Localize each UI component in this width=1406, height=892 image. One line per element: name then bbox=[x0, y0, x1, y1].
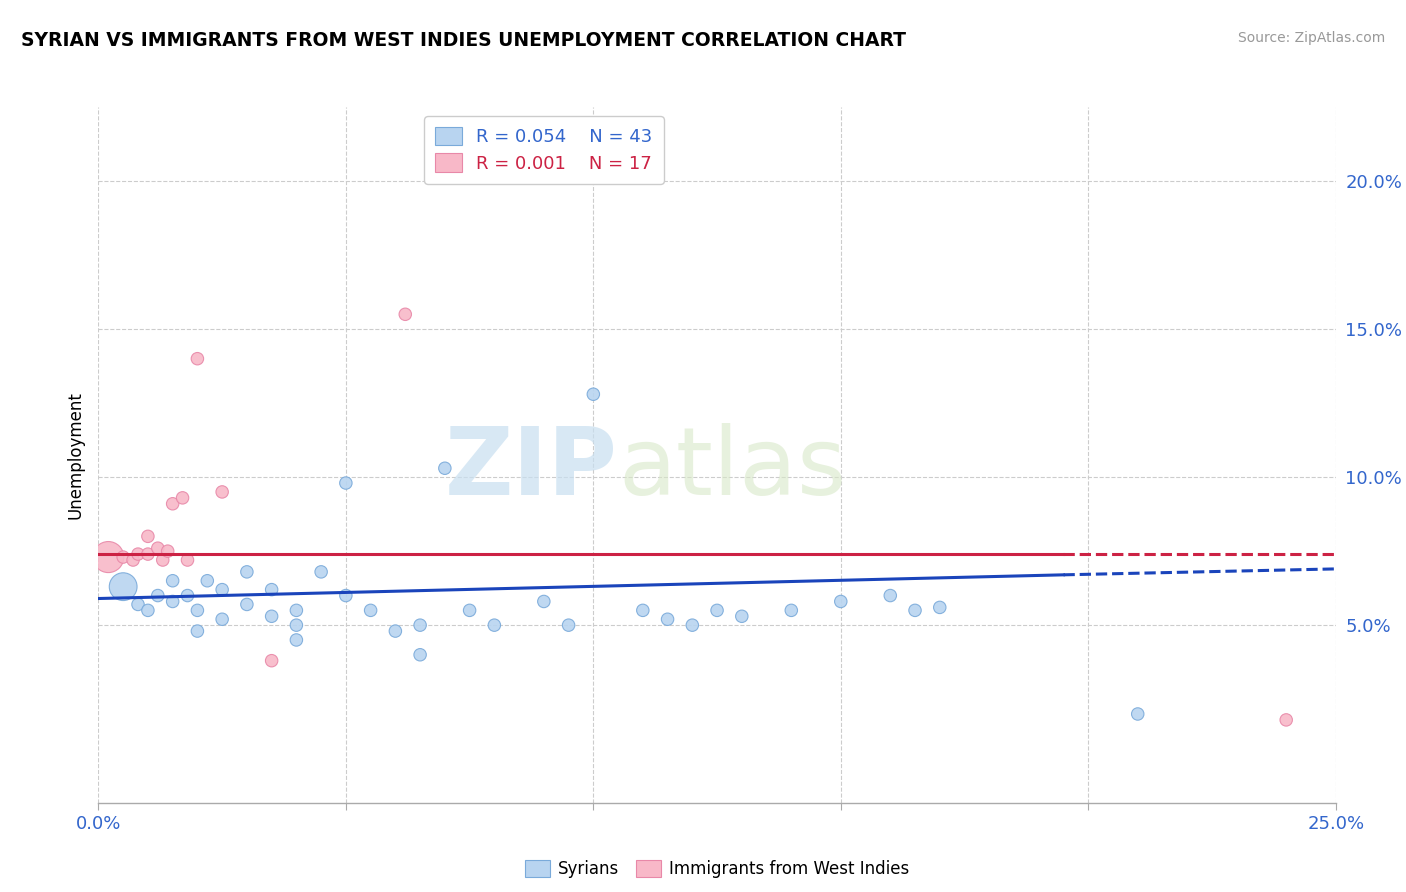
Legend: Syrians, Immigrants from West Indies: Syrians, Immigrants from West Indies bbox=[517, 854, 917, 885]
Point bbox=[211, 612, 233, 626]
Point bbox=[236, 565, 259, 579]
Point bbox=[172, 491, 194, 505]
Point bbox=[433, 461, 456, 475]
Text: SYRIAN VS IMMIGRANTS FROM WEST INDIES UNEMPLOYMENT CORRELATION CHART: SYRIAN VS IMMIGRANTS FROM WEST INDIES UN… bbox=[21, 31, 905, 50]
Point bbox=[780, 603, 803, 617]
Point bbox=[152, 553, 174, 567]
Point bbox=[409, 648, 432, 662]
Text: atlas: atlas bbox=[619, 423, 846, 515]
Point bbox=[112, 580, 135, 594]
Point bbox=[335, 589, 357, 603]
Point bbox=[1275, 713, 1298, 727]
Point bbox=[146, 541, 169, 556]
Point bbox=[360, 603, 382, 617]
Point bbox=[211, 582, 233, 597]
Point bbox=[112, 550, 135, 565]
Point bbox=[458, 603, 481, 617]
Point bbox=[731, 609, 754, 624]
Point bbox=[127, 547, 149, 561]
Point bbox=[162, 497, 184, 511]
Point bbox=[136, 529, 159, 543]
Point bbox=[186, 603, 208, 617]
Point bbox=[127, 598, 149, 612]
Point bbox=[394, 307, 416, 321]
Point bbox=[657, 612, 679, 626]
Point bbox=[146, 589, 169, 603]
Point bbox=[533, 594, 555, 608]
Point bbox=[186, 351, 208, 366]
Point bbox=[260, 609, 283, 624]
Point bbox=[211, 484, 233, 499]
Point bbox=[557, 618, 579, 632]
Point bbox=[904, 603, 927, 617]
Point bbox=[484, 618, 506, 632]
Point bbox=[186, 624, 208, 638]
Point bbox=[830, 594, 852, 608]
Point bbox=[409, 618, 432, 632]
Text: ZIP: ZIP bbox=[446, 423, 619, 515]
Point bbox=[285, 603, 308, 617]
Point bbox=[631, 603, 654, 617]
Point bbox=[136, 603, 159, 617]
Point bbox=[195, 574, 218, 588]
Y-axis label: Unemployment: Unemployment bbox=[66, 391, 84, 519]
Point bbox=[1126, 706, 1149, 721]
Point bbox=[162, 574, 184, 588]
Point bbox=[582, 387, 605, 401]
Point bbox=[122, 553, 145, 567]
Point bbox=[176, 553, 198, 567]
Point bbox=[236, 598, 259, 612]
Point bbox=[156, 544, 179, 558]
Point bbox=[335, 476, 357, 491]
Point bbox=[706, 603, 728, 617]
Point bbox=[136, 547, 159, 561]
Point bbox=[681, 618, 703, 632]
Point bbox=[260, 654, 283, 668]
Point bbox=[162, 594, 184, 608]
Point bbox=[260, 582, 283, 597]
Point bbox=[384, 624, 406, 638]
Point bbox=[928, 600, 950, 615]
Point bbox=[285, 632, 308, 647]
Point bbox=[309, 565, 332, 579]
Point bbox=[879, 589, 901, 603]
Text: Source: ZipAtlas.com: Source: ZipAtlas.com bbox=[1237, 31, 1385, 45]
Point bbox=[97, 550, 120, 565]
Point bbox=[176, 589, 198, 603]
Point bbox=[285, 618, 308, 632]
